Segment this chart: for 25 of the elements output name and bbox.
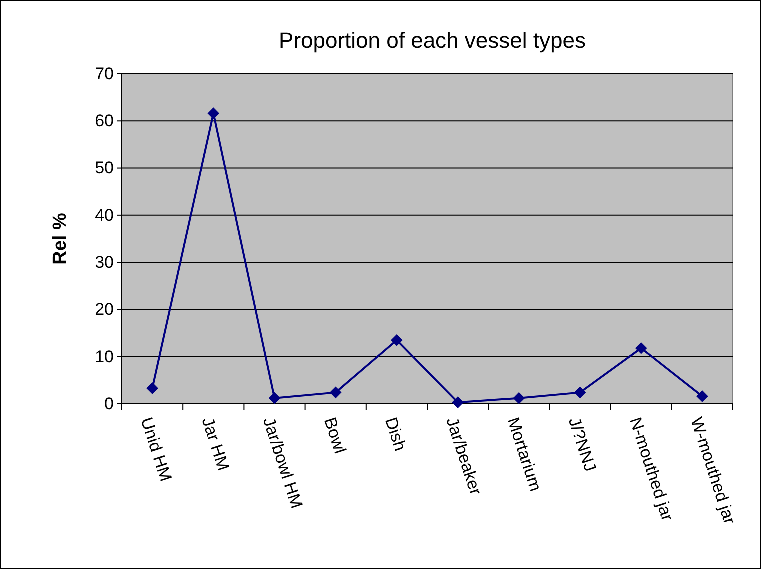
y-tick-label: 10	[95, 347, 114, 366]
y-tick-label: 20	[95, 300, 114, 320]
point	[330, 386, 342, 399]
x-tick-label: Jar HM	[198, 415, 234, 474]
point	[268, 392, 281, 404]
y-tick-label: 30	[95, 253, 114, 272]
chart-title: Proportion of each vessel types	[279, 28, 586, 53]
y-tick-label: 0	[104, 394, 114, 414]
y-axis-title: Rel %	[50, 213, 71, 265]
x-tick-label: Unid HM	[137, 415, 176, 484]
point	[513, 392, 526, 404]
y-tick-label: 60	[95, 112, 114, 131]
x-tick-label: Dish	[381, 415, 410, 454]
y-tick-label: 70	[95, 64, 114, 84]
x-tick-label: Bowl	[320, 415, 350, 456]
point	[452, 396, 464, 409]
point	[696, 390, 708, 402]
y-tick-label: 40	[95, 206, 114, 225]
point	[146, 382, 158, 394]
point	[574, 386, 586, 399]
point	[208, 108, 220, 120]
x-tick-label: J/?NNJ	[564, 415, 600, 474]
y-tick-label: 50	[95, 158, 114, 178]
point	[391, 334, 403, 346]
point	[635, 342, 648, 354]
